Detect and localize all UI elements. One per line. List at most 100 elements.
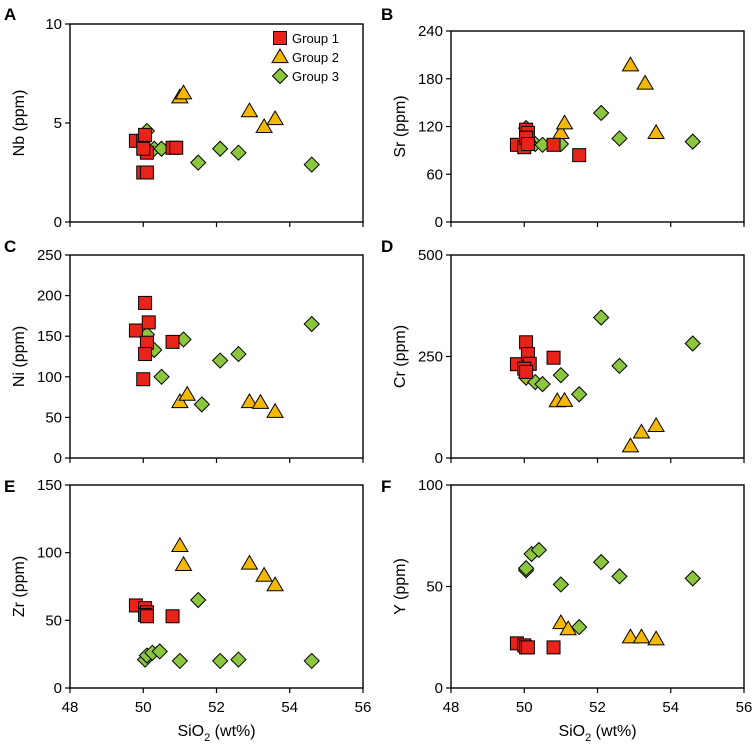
data-point-group-1 (169, 140, 184, 155)
x-axis-label: SiO2 (wt%) (558, 723, 636, 744)
data-point-group-1 (139, 165, 154, 180)
data-point-group-3 (211, 140, 229, 157)
y-axis-label: Cr (ppm) (392, 325, 409, 388)
data-point-group-2 (621, 56, 640, 72)
y-tick-label: 150 (37, 328, 62, 345)
data-point-group-2 (552, 123, 570, 139)
x-tick-label: 52 (589, 699, 606, 716)
x-axis-label-subscript: 2 (204, 732, 210, 744)
data-point-group-3 (592, 553, 610, 571)
x-tick-label: 48 (443, 699, 460, 716)
x-axis-label-unit: (wt%) (210, 723, 255, 740)
y-tick-label: 60 (426, 166, 443, 183)
data-point-group-1 (136, 141, 151, 156)
x-tick-label: 54 (662, 699, 679, 716)
x-tick-label: 56 (355, 699, 372, 716)
y-tick-label: 0 (54, 680, 62, 697)
legend-marker-diamond-icon (271, 67, 289, 85)
y-tick-label: 150 (37, 477, 62, 494)
data-point-group-3 (517, 560, 535, 577)
y-tick-label: 500 (418, 247, 443, 264)
data-point-group-2 (240, 102, 259, 118)
data-point-group-2 (555, 114, 574, 130)
data-point-group-2 (266, 402, 284, 418)
data-point-group-2 (632, 628, 651, 644)
data-point-group-1 (165, 334, 180, 349)
panel-d: D 0 250 500 Cr (ppm) (381, 237, 745, 467)
x-tick-label: 52 (208, 699, 225, 716)
y-axis-label: Ni (ppm) (11, 326, 28, 387)
data-point-group-1 (138, 295, 153, 310)
panel-f: F 0 50 100 48 50 52 54 56 Y (ppm) SiO2 (wt%) (381, 477, 752, 744)
plot-frame (450, 484, 745, 689)
plot-frame (450, 30, 745, 223)
y-tick-label: 0 (54, 450, 62, 467)
data-point-group-1 (136, 372, 151, 387)
data-point-group-2 (255, 117, 273, 134)
x-axis-label: SiO2 (wt%) (177, 723, 255, 744)
data-point-group-1 (546, 350, 561, 365)
data-point-group-3 (230, 144, 247, 161)
data-point-group-2 (559, 620, 578, 636)
data-point-group-3 (530, 541, 548, 559)
legend-label: Group 3 (292, 69, 339, 84)
data-point-group-3 (611, 130, 628, 147)
data-point-group-3 (193, 396, 211, 413)
data-point-group-3 (592, 104, 610, 122)
y-tick-label: 50 (426, 579, 443, 596)
x-axis-label-subscript: 2 (585, 732, 591, 744)
x-tick-label: 50 (516, 699, 533, 716)
data-point-group-2 (255, 566, 273, 582)
y-axis-label: Zr (ppm) (11, 556, 28, 617)
data-point-group-2 (266, 110, 284, 126)
data-point-group-3 (684, 133, 701, 150)
legend-label: Group 1 (292, 31, 339, 46)
x-axis-label-main: SiO (558, 723, 585, 740)
data-point-group-3 (570, 618, 588, 636)
data-point-group-3 (189, 591, 207, 609)
data-point-group-1 (139, 609, 154, 624)
data-point-group-3 (303, 315, 320, 333)
data-point-group-1 (519, 364, 534, 379)
data-point-group-1 (138, 127, 153, 142)
data-point-group-1 (520, 640, 535, 655)
data-point-group-1 (520, 137, 535, 152)
y-tick-label: 100 (418, 477, 443, 494)
data-point-group-2 (621, 628, 640, 644)
legend-label: Group 2 (292, 50, 339, 65)
y-tick-label: 250 (418, 349, 443, 366)
data-point-group-3 (611, 568, 628, 585)
data-point-group-3 (592, 309, 610, 326)
data-point-group-2 (632, 423, 651, 439)
panel-e: E 0 50 100 150 48 50 52 54 56 Zr (ppm) SiO2 (wt%) (4, 477, 371, 744)
data-point-group-3 (684, 570, 701, 587)
data-point-group-2 (647, 123, 665, 139)
y-tick-label: 100 (37, 545, 62, 562)
legend-marker-triangle-icon (271, 48, 289, 64)
data-point-group-2 (171, 536, 189, 552)
data-point-group-2 (266, 576, 284, 592)
y-tick-label: 0 (435, 680, 443, 697)
data-point-group-2 (240, 392, 259, 409)
data-point-group-3 (189, 154, 207, 171)
y-axis-label: Nb (ppm) (11, 90, 28, 157)
data-point-group-3 (570, 386, 588, 403)
data-point-group-2 (552, 614, 570, 630)
panel-letter: A (4, 5, 16, 24)
y-tick-label: 0 (435, 214, 443, 231)
data-point-group-1 (141, 315, 156, 330)
data-point-group-3 (552, 366, 570, 384)
data-point-group-3 (230, 651, 247, 668)
data-point-group-3 (552, 576, 570, 593)
data-point-group-1 (165, 609, 180, 624)
x-tick-label: 48 (62, 699, 79, 716)
y-axis-label: Y (ppm) (392, 558, 409, 615)
legend-marker-square-icon (273, 31, 287, 45)
panel-b: B 0 60 120 180 240 Sr (ppm) (381, 5, 745, 231)
data-point-group-3 (534, 375, 551, 393)
legend: Group 1 Group 2 Group 3 (271, 31, 339, 85)
panel-letter: E (4, 477, 15, 496)
data-point-group-1 (572, 148, 587, 163)
x-tick-label: 56 (736, 699, 753, 716)
